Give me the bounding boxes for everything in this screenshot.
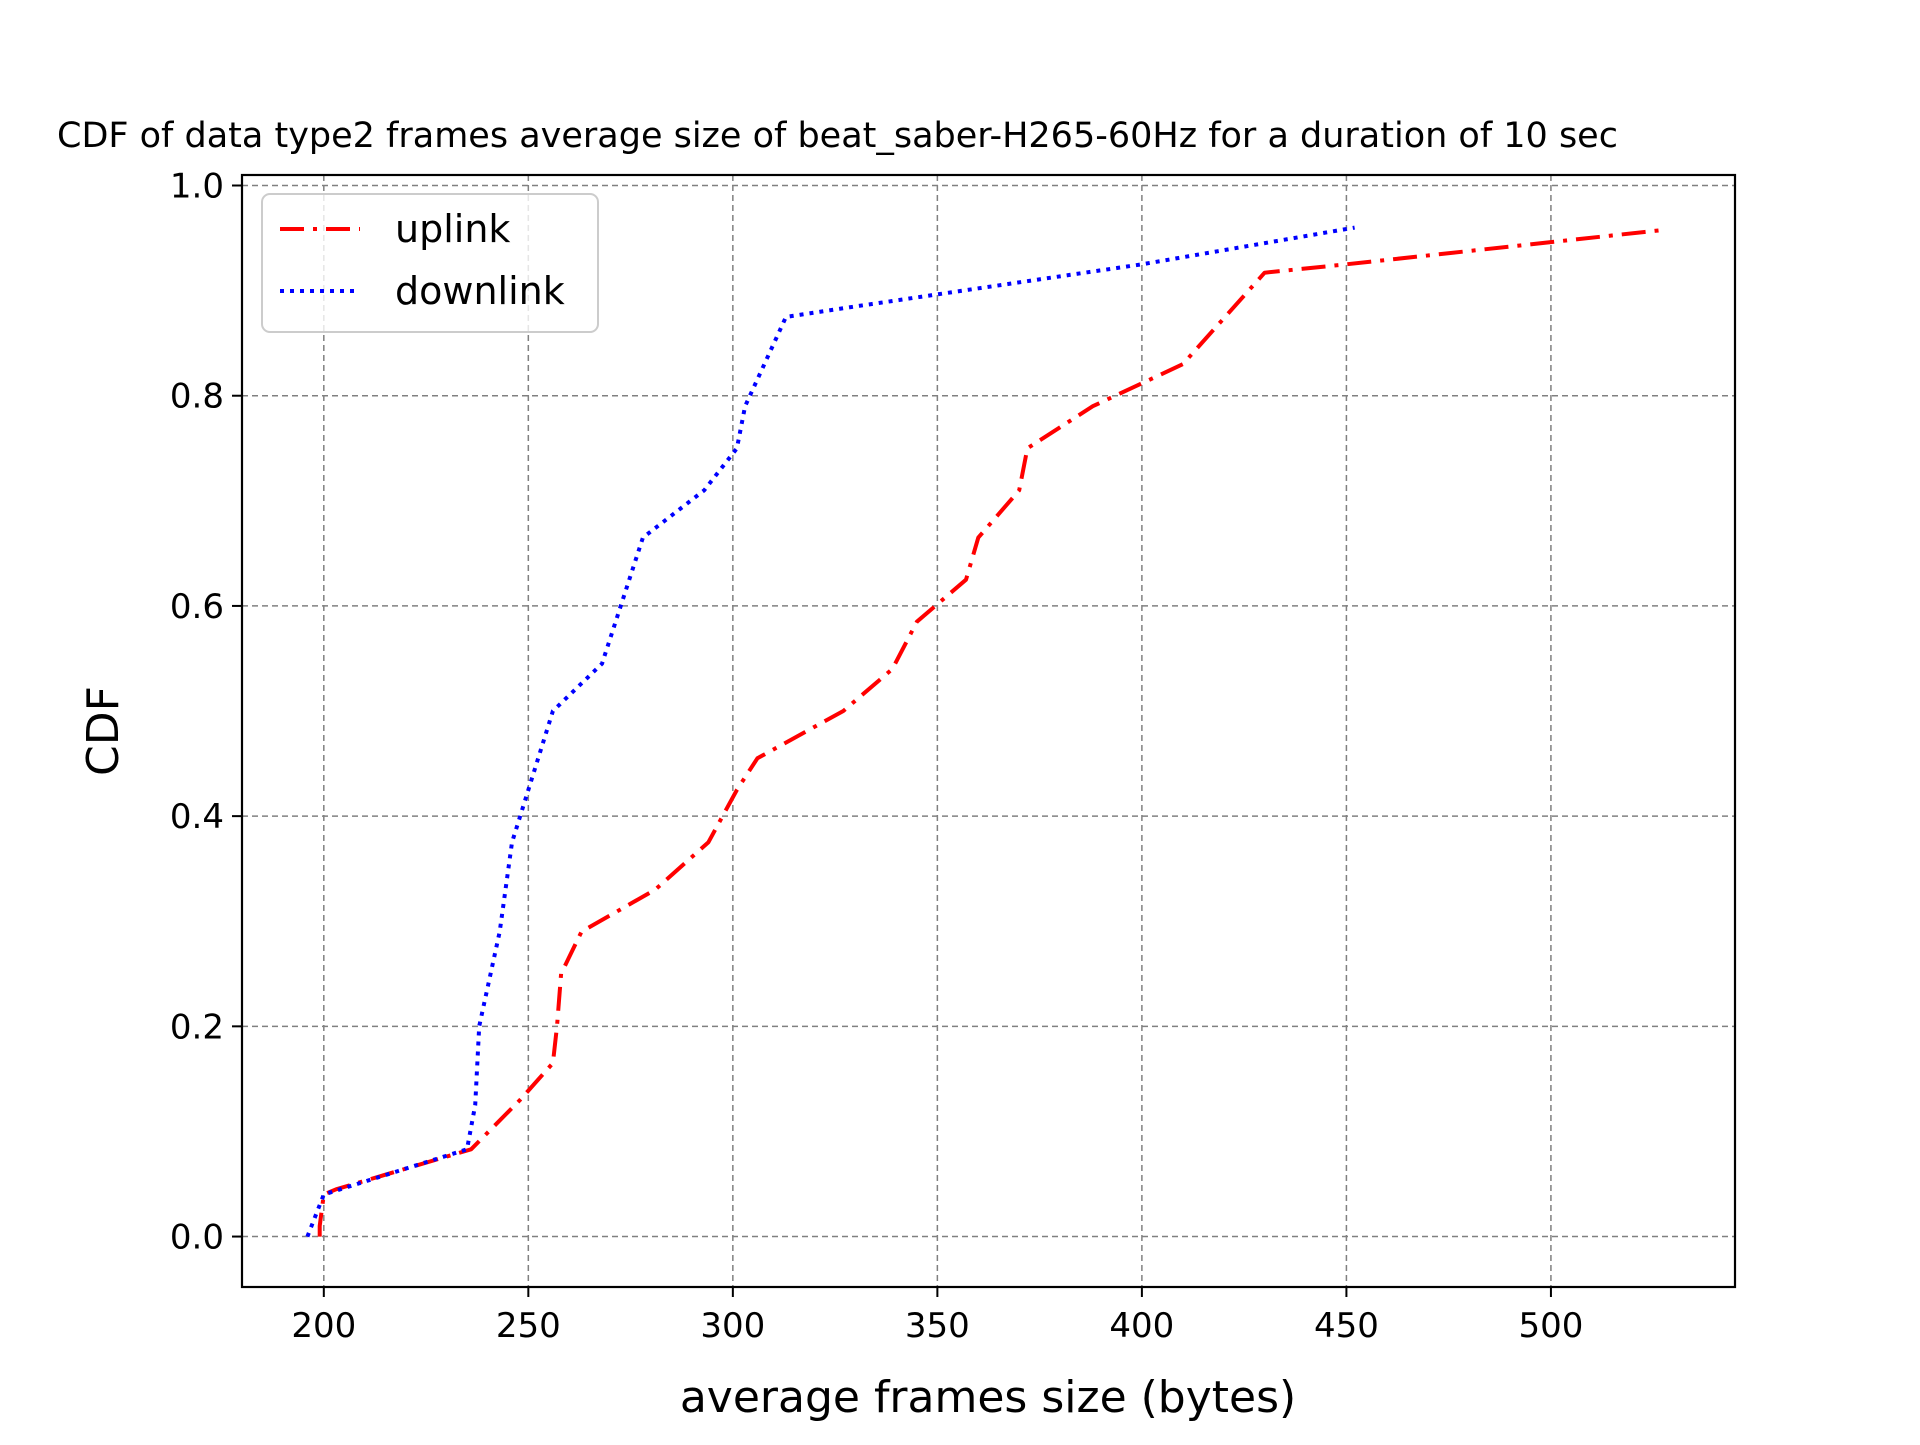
grid-lines [242,175,1735,1287]
x-axis-label: average frames size (bytes) [680,1372,1296,1423]
y-tick-label: 0.8 [170,377,224,417]
x-tick-label: 400 [1109,1306,1174,1346]
legend-label-uplink: uplink [395,207,510,251]
series-line-uplink [317,227,1666,1237]
x-tick-label: 450 [1314,1306,1379,1346]
x-tick-label: 500 [1518,1306,1583,1346]
legend: uplink downlink [261,193,599,333]
plot-area-frame [240,173,1737,1289]
legend-label-downlink: downlink [395,269,565,313]
axis-ticks: 200 250 300 350 400 450 500 0.0 0.2 0.4 0.6 0.8 1.0 [170,167,1583,1346]
x-tick-label: 350 [905,1306,970,1346]
y-tick-label: 0.2 [170,1007,224,1047]
y-tick-label: 0.4 [170,797,224,837]
x-tick-label: 300 [700,1306,765,1346]
x-tick-label: 250 [496,1306,561,1346]
series-lines [305,225,1666,1238]
chart-title: CDF of data type2 frames average size of… [57,116,1618,156]
y-tick-label: 1.0 [170,167,224,207]
y-tick-label: 0.0 [170,1218,224,1258]
series-line-downlink [305,225,1355,1238]
y-axis-label: CDF [78,686,129,776]
x-tick-label: 200 [291,1306,356,1346]
y-tick-label: 0.6 [170,587,224,627]
